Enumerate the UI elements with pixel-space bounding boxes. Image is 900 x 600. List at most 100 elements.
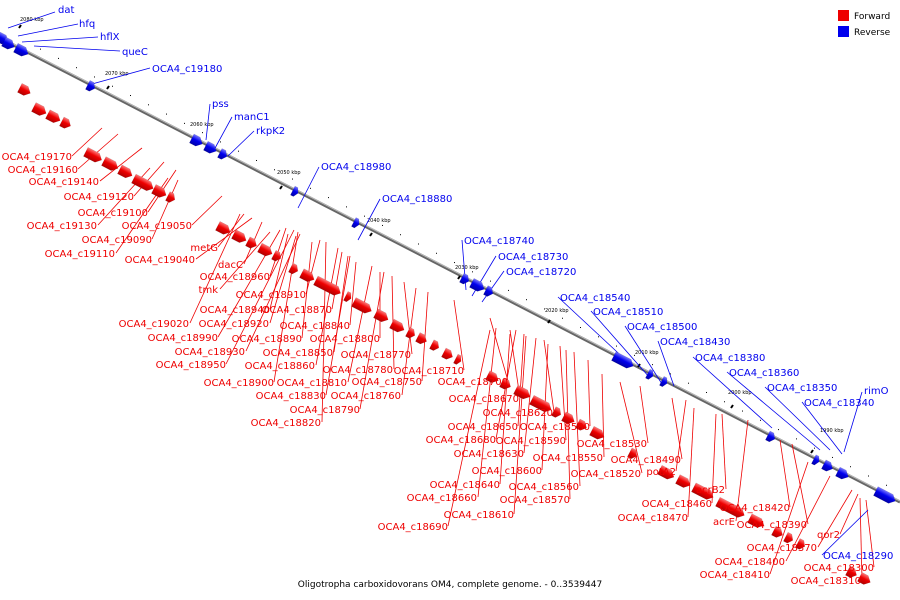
reverse-gene (645, 368, 654, 380)
forward-gene (245, 236, 257, 249)
forward-gene-shape (313, 275, 341, 296)
minor-tick (796, 438, 797, 440)
forward-gene (627, 447, 638, 460)
leader-line (839, 493, 859, 535)
gene-label: OCA4_c18540 (560, 293, 630, 304)
gene-label: OCA4_c18950 (156, 360, 226, 371)
gene-label: OCA4_c18900 (204, 378, 274, 389)
forward-gene-shape (529, 394, 552, 413)
kbp-tick: 2060 kbp (190, 122, 214, 128)
minor-tick (490, 280, 491, 282)
leader-line (245, 233, 301, 352)
leader-line (785, 475, 831, 562)
forward-genes (17, 83, 871, 585)
leader-line (711, 413, 717, 504)
leader-line (791, 443, 809, 525)
leader-line (543, 339, 555, 413)
forward-gene-shape (589, 425, 605, 440)
gene-label: OCA4_c18660 (407, 493, 477, 504)
forward-gene (389, 318, 405, 333)
forward-gene-shape (453, 353, 462, 365)
gene-label: OCA4_c19180 (152, 64, 222, 75)
leader-line (227, 130, 255, 157)
gene-label: OCA4_c19040 (125, 255, 195, 266)
reverse-gene-shape (459, 272, 470, 285)
forward-gene-shape (513, 384, 531, 400)
gene-label: OCA4_c18550 (533, 453, 603, 464)
leader-line (219, 231, 271, 290)
forward-gene-shape (151, 184, 167, 198)
gene-label: OCA4_c18350 (767, 383, 837, 394)
reverse-gene-shape (1, 36, 15, 50)
gene-label: OCA4_c18580 (520, 422, 590, 433)
forward-gene (231, 229, 247, 243)
minor-tick (76, 67, 77, 69)
forward-gene-shape (405, 327, 416, 339)
forward-gene (17, 83, 31, 96)
minor-tick (670, 373, 671, 375)
leader-line (721, 413, 727, 490)
reverse-gene (821, 459, 833, 472)
leader-line (357, 198, 381, 241)
gene-label: OCA4_c18870 (262, 305, 332, 316)
forward-gene (101, 156, 119, 171)
minor-tick (688, 382, 689, 384)
reverse-leader-lines (7, 11, 869, 556)
forward-gene-shape (429, 339, 440, 351)
gene-label: OCA4_c18340 (804, 398, 874, 409)
minor-ticks (40, 48, 887, 486)
minor-tick (274, 169, 275, 171)
reverse-gene-shape (811, 454, 820, 466)
gene-label: OCA4_c18410 (700, 570, 770, 581)
minor-tick (724, 401, 725, 403)
gene-label: OCA4_c19170 (2, 152, 72, 163)
minor-tick (328, 197, 329, 199)
leader-line (735, 419, 749, 522)
leader-line (843, 391, 863, 453)
minor-tick (256, 159, 257, 161)
leader-line (565, 349, 571, 500)
forward-gene-shape (165, 191, 176, 203)
forward-gene-shape (343, 291, 352, 303)
forward-gene-shape (101, 156, 119, 171)
forward-gene-shape (691, 482, 714, 500)
gene-label: OCA4_c18760 (331, 391, 401, 402)
forward-gene (857, 572, 871, 585)
minor-tick (706, 391, 707, 393)
leader-line (217, 213, 245, 248)
minor-tick (814, 447, 815, 449)
reverse-gene (13, 42, 29, 57)
forward-gene (59, 116, 71, 129)
gene-label: OCA4_c18650 (448, 422, 518, 433)
reverse-gene (189, 133, 203, 147)
leader-line (301, 241, 313, 339)
gene-label: queC (122, 47, 148, 58)
minor-tick (40, 48, 41, 50)
gene-label: acrB2 (696, 485, 725, 496)
minor-tick (598, 336, 599, 338)
minor-tick (148, 104, 149, 106)
reverse-gene-shape (765, 430, 776, 443)
gene-label: OCA4_c18860 (245, 361, 315, 372)
leader-line (305, 239, 321, 295)
leader-line (191, 195, 223, 226)
minor-tick (238, 150, 239, 152)
reverse-gene (351, 217, 360, 229)
minor-tick (652, 364, 653, 366)
gene-label: OCA4_c18290 (823, 551, 893, 562)
forward-gene-shape (271, 249, 282, 262)
gene-label: OCA4_c18850 (263, 348, 333, 359)
gene-label: OCA4_c18360 (729, 368, 799, 379)
gene-label: hfq (79, 19, 95, 30)
leader-line (151, 179, 179, 240)
reverse-gene-shape (821, 459, 833, 472)
minor-tick (580, 327, 581, 329)
forward-gene-shape (373, 308, 389, 323)
gene-label: OCA4_c18810 (277, 378, 347, 389)
gene-label: OCA4_c18310 (791, 576, 861, 587)
forward-gene-shape (441, 347, 453, 360)
gene-label: OCA4_c18590 (496, 436, 566, 447)
minor-tick (382, 224, 383, 226)
forward-gene (373, 308, 389, 323)
